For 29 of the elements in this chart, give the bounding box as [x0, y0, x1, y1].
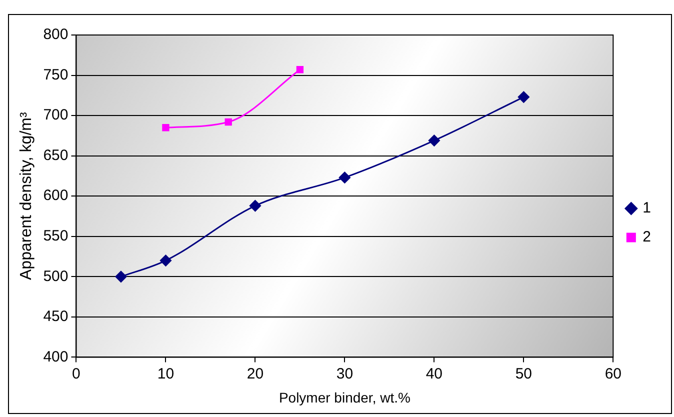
y-tick-label: 700	[43, 106, 68, 124]
x-tick-label: 40	[426, 365, 443, 382]
point	[518, 91, 530, 103]
y-tick-label: 650	[43, 146, 68, 164]
x-tick-label: 20	[246, 365, 264, 382]
x-tick-label: 0	[72, 365, 80, 382]
legend-label: 1	[642, 200, 651, 217]
point	[162, 124, 170, 132]
legend-label: 2	[642, 228, 651, 246]
x-tick-label: 10	[157, 365, 174, 382]
y-tick-label: 750	[43, 66, 68, 84]
y-tick-label: 600	[43, 187, 68, 204]
point	[249, 200, 261, 212]
x-tick-label: 30	[336, 365, 354, 382]
point	[115, 270, 127, 282]
y-tick-label: 550	[43, 228, 68, 245]
x-tick-label: 60	[604, 365, 622, 382]
point	[160, 254, 172, 266]
point	[224, 118, 232, 126]
point	[428, 134, 440, 146]
y-axis-title: Apparent density, kg/m³	[18, 112, 36, 280]
point	[338, 172, 350, 184]
x-axis-title: Polymer binder, wt.%	[278, 389, 410, 406]
y-tick-label: 450	[43, 308, 68, 326]
y-tick-label: 500	[43, 268, 68, 285]
point	[296, 66, 304, 74]
y-tick-label: 400	[43, 348, 68, 366]
x-tick-label: 50	[515, 365, 532, 382]
y-tick-label: 800	[43, 26, 68, 44]
